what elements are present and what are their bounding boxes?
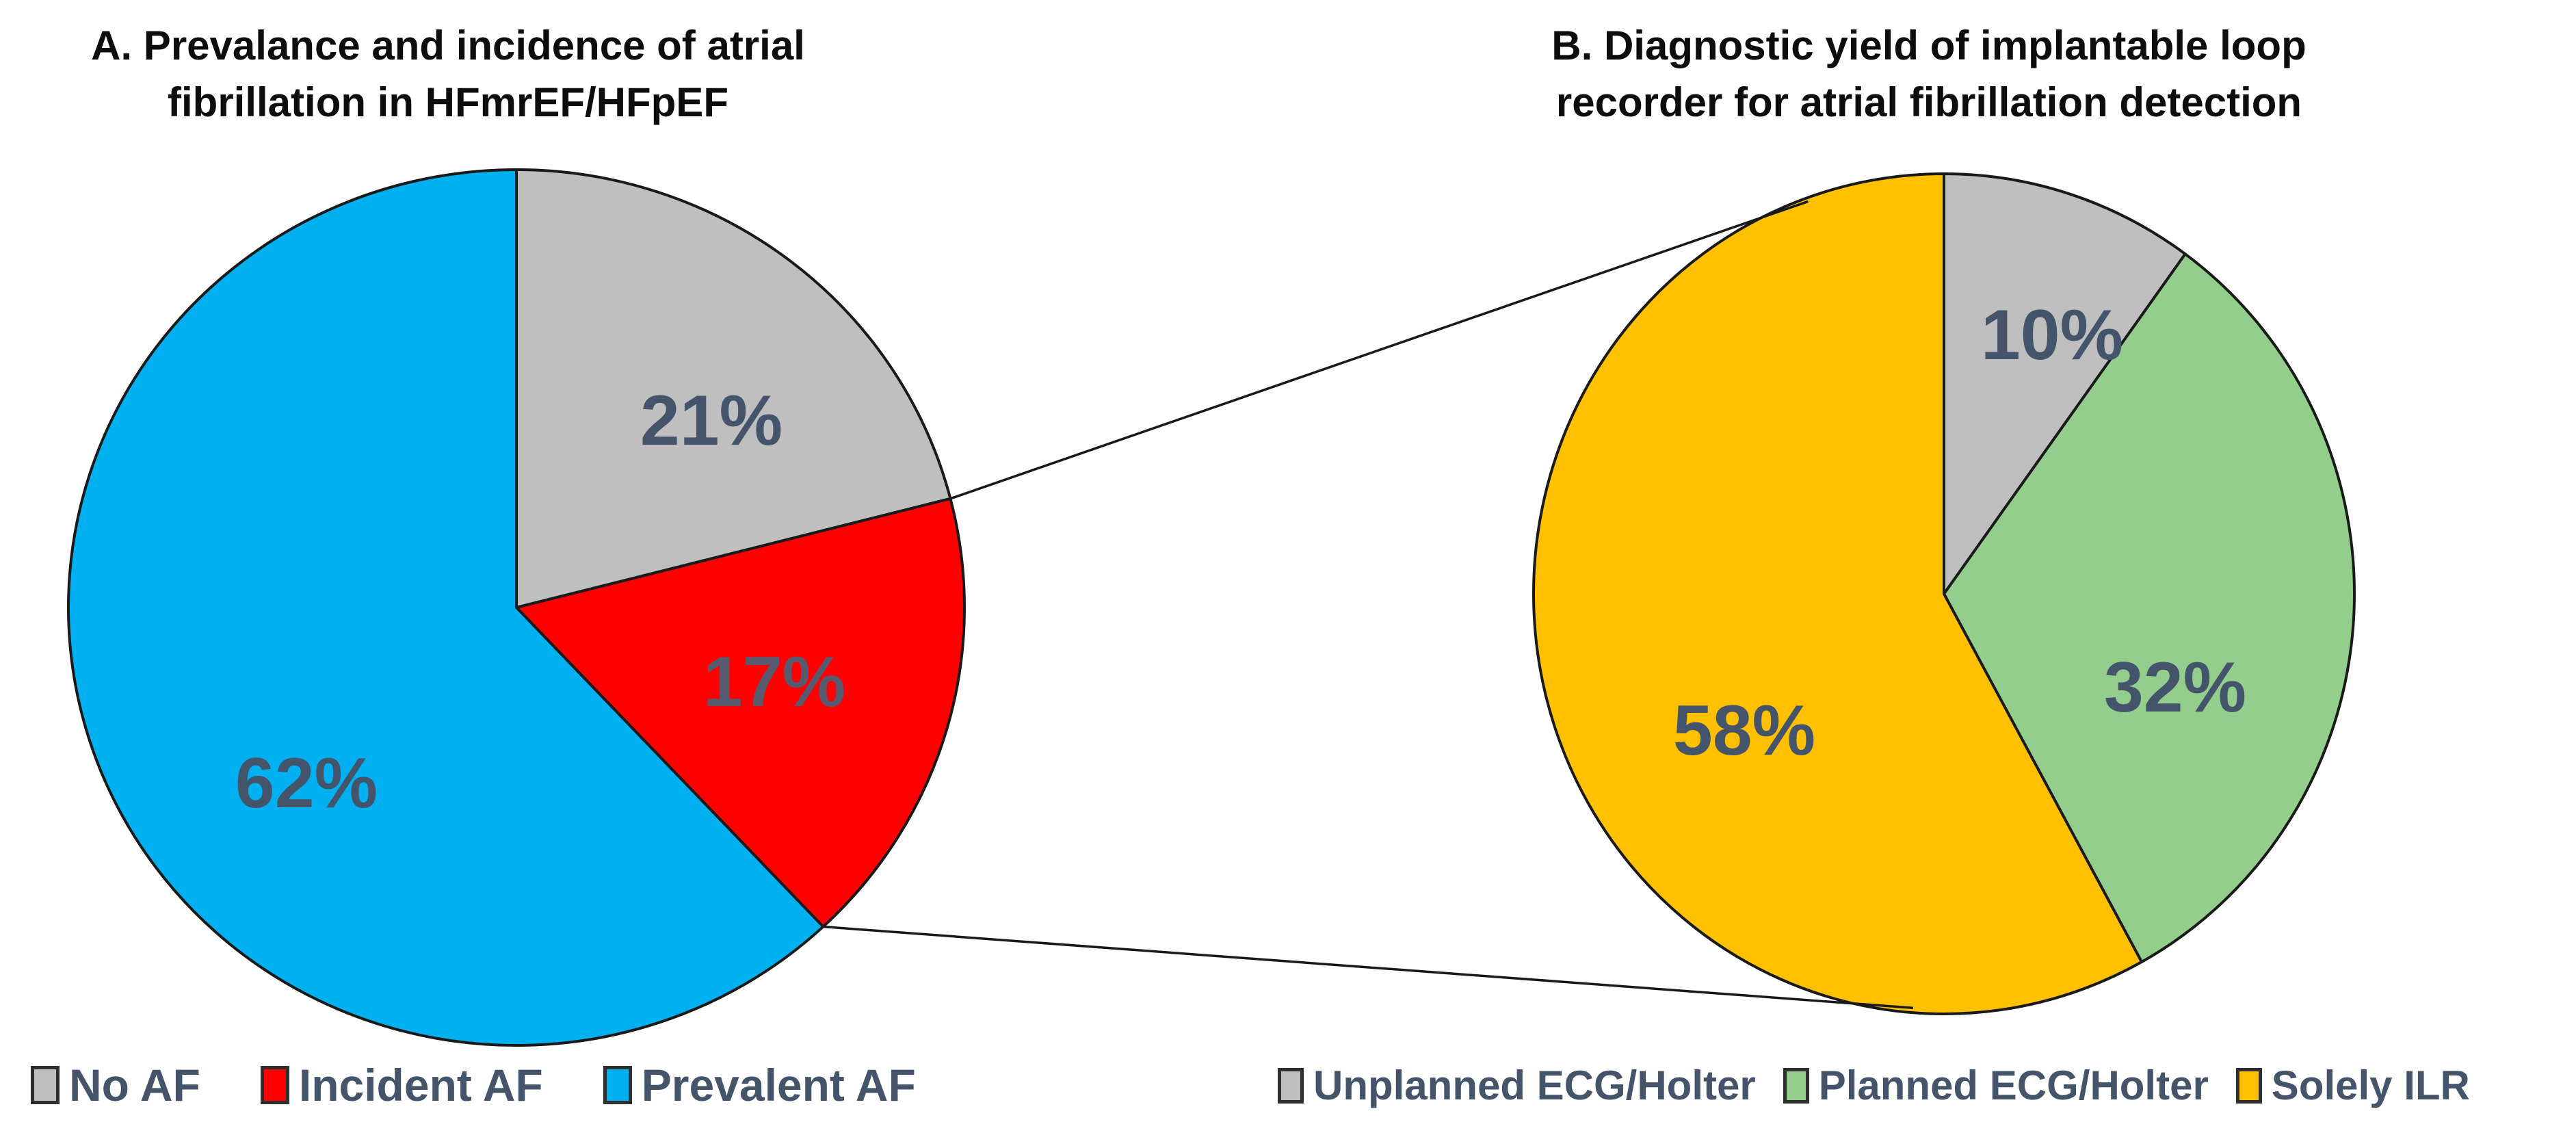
legend-item-planned-ecg-holter: Planned ECG/Holter xyxy=(1783,1062,2209,1109)
legend-chart-a: No AF Incident AF Prevalent AF xyxy=(31,1059,916,1111)
legend-label: Unplanned ECG/Holter xyxy=(1313,1062,1756,1108)
legend-item-prevalent-af: Prevalent AF xyxy=(603,1059,916,1111)
legend-item-incident-af: Incident AF xyxy=(260,1059,543,1111)
slice-label-no-af: 21% xyxy=(640,381,783,460)
legend-item-no-af: No AF xyxy=(31,1059,200,1111)
callout-line-top xyxy=(949,200,1809,500)
slice-label-prevalent-af: 62% xyxy=(235,744,378,823)
legend-swatch-icon xyxy=(260,1066,289,1104)
legend-swatch-icon xyxy=(1278,1067,1304,1104)
slice-label-incident-af: 17% xyxy=(703,642,845,722)
pie-planned-ecg-holter-slice xyxy=(1943,252,2356,964)
legend-item-unplanned-ecg-holter: Unplanned ECG/Holter xyxy=(1278,1062,1756,1109)
legend-label: Prevalent AF xyxy=(641,1060,916,1110)
legend-chart-b: Unplanned ECG/Holter Planned ECG/Holter So… xyxy=(1278,1062,2470,1109)
legend-label: No AF xyxy=(69,1060,200,1110)
pie-no-af-slice xyxy=(515,168,952,609)
legend-item-solely-ilr: Solely ILR xyxy=(2235,1062,2470,1109)
pie-prevalent-af-slice xyxy=(67,168,825,1047)
pie-incident-af-slice xyxy=(515,497,966,928)
panel-b-title-line1: B. Diagnostic yield of implantable loop xyxy=(1551,23,2306,68)
legend-swatch-icon xyxy=(603,1066,632,1104)
panel-b-title-line2: recorder for atrial fibrillation detecti… xyxy=(1555,79,2302,125)
panel-b-title: B. Diagnostic yield of implantable loop … xyxy=(1471,18,2387,131)
legend-swatch-icon xyxy=(2235,1067,2262,1104)
legend-label: Solely ILR xyxy=(2271,1062,2470,1108)
slice-label-planned-ecg-holter: 32% xyxy=(2104,648,2246,727)
legend-swatch-icon xyxy=(1783,1067,1809,1104)
panel-a-title-line1: A. Prevalance and incidence of atrial xyxy=(91,23,805,68)
callout-line-bottom xyxy=(823,925,1914,1010)
slice-label-solely-ilr: 58% xyxy=(1673,691,1815,770)
panel-a-title: A. Prevalance and incidence of atrial fi… xyxy=(7,18,889,131)
legend-swatch-icon xyxy=(31,1066,60,1104)
legend-label: Planned ECG/Holter xyxy=(1818,1062,2209,1108)
slice-label-unplanned-ecg-holter: 10% xyxy=(1981,296,2123,375)
pie-unplanned-ecg-holter-slice xyxy=(1943,172,2187,595)
pie-solely-ilr-slice xyxy=(1532,172,2144,1015)
panel-a-title-line2: fibrillation in HFmrEF/HFpEF xyxy=(168,79,728,125)
legend-label: Incident AF xyxy=(298,1060,543,1110)
